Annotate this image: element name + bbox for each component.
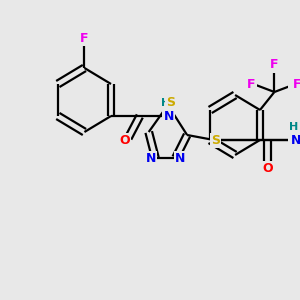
Text: N: N xyxy=(175,152,186,164)
Text: F: F xyxy=(270,58,279,71)
Text: N: N xyxy=(146,152,156,164)
Text: H: H xyxy=(289,122,298,132)
Text: H: H xyxy=(161,98,170,108)
Text: F: F xyxy=(293,77,300,91)
Text: S: S xyxy=(212,134,220,146)
Text: F: F xyxy=(80,32,89,44)
Text: O: O xyxy=(262,161,273,175)
Text: O: O xyxy=(119,134,130,146)
Text: S: S xyxy=(166,97,175,110)
Text: F: F xyxy=(247,77,256,91)
Text: N: N xyxy=(164,110,174,122)
Text: N: N xyxy=(291,134,300,146)
